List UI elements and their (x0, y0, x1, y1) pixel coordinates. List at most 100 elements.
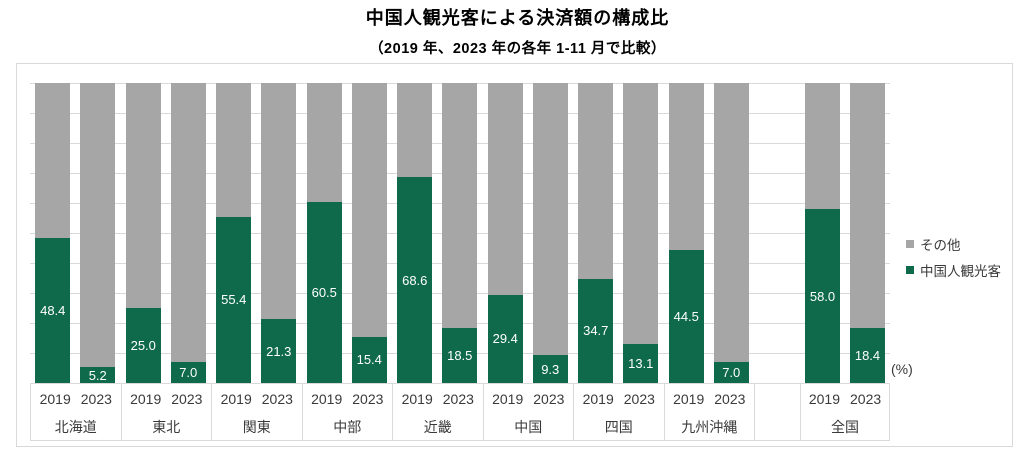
bar-segment-other (306, 83, 342, 202)
bar-segment-other (35, 83, 71, 238)
legend-swatch-other-icon (906, 240, 914, 248)
bar-group: 44.5 7.0 (664, 83, 755, 383)
bar-segment-other (805, 83, 840, 209)
axis-cell: 2019 2023 全国 (800, 384, 890, 441)
bar-value-label: 15.4 (356, 352, 382, 368)
year-label: 2023 (533, 391, 565, 407)
legend-item-china: 中国人観光客 (906, 257, 1001, 283)
bar-segment-china: 7.0 (170, 362, 206, 383)
stacked-bar-2023: 15.4 (351, 83, 387, 383)
bar-segment-china: 9.3 (532, 355, 568, 383)
axis-cell: 2019 2023 四国 (573, 384, 664, 441)
plot-area: 48.4 5.2 25.0 7.0 55.4 21.3 60.5 15.4 68.6 18.5 29… (30, 83, 890, 383)
year-label: 2019 (492, 391, 524, 407)
bar-segment-china: 60.5 (306, 201, 342, 383)
axis-gap-cell (754, 384, 800, 441)
bar-segment-other (216, 83, 252, 217)
region-label: 東北 (152, 419, 181, 435)
bar-group: 25.0 7.0 (121, 83, 212, 383)
stacked-bar-2023: 7.0 (170, 83, 206, 383)
stacked-bar-2019: 34.7 (578, 83, 614, 383)
stacked-bar-2019: 68.6 (397, 83, 433, 383)
bar-value-label: 29.4 (492, 331, 518, 347)
year-label: 2019 (39, 391, 71, 407)
stacked-bar-2023: 9.3 (532, 83, 568, 383)
bar-value-label: 7.0 (722, 365, 741, 380)
bar-value-label: 44.5 (673, 308, 699, 324)
year-label: 2019 (130, 391, 162, 407)
stacked-bar-2019: 29.4 (487, 83, 523, 383)
legend: その他 中国人観光客 (906, 231, 1001, 283)
bar-group: 29.4 9.3 (483, 83, 574, 383)
bar-value-label: 48.4 (40, 302, 66, 318)
year-label: 2019 (311, 391, 343, 407)
axis-cell: 2019 2023 近畿 (392, 384, 483, 441)
legend-label-china: 中国人観光客 (920, 264, 1001, 279)
stacked-bar-2023: 13.1 (623, 83, 659, 383)
axis-cell: 2019 2023 東北 (120, 384, 211, 441)
bar-segment-china: 55.4 (216, 216, 252, 383)
year-label: 2023 (442, 391, 474, 407)
bar-value-label: 13.1 (628, 355, 654, 371)
bar-segment-other (397, 83, 433, 178)
bar-segment-other (442, 83, 478, 328)
bar-segment-other (668, 83, 704, 250)
bar-segment-china: 44.5 (668, 249, 704, 383)
legend-item-other: その他 (906, 231, 1001, 257)
page-title: 中国人観光客による決済額の構成比 (365, 8, 670, 28)
bar-segment-other (170, 83, 206, 362)
bar-segment-china: 13.1 (623, 343, 659, 383)
stacked-bar-2023: 18.5 (442, 83, 478, 383)
bar-value-label: 34.7 (583, 323, 609, 339)
region-label: 近畿 (423, 419, 452, 435)
bar-segment-other (578, 83, 614, 279)
chart-subtitle: （2019 年、2023 年の各年 1-11 月で比較） (369, 41, 666, 57)
bar-segment-china: 15.4 (351, 336, 387, 383)
legend-label-other: その他 (920, 238, 961, 253)
stacked-bar-2019: 25.0 (125, 83, 161, 383)
stacked-bar-2019: 48.4 (35, 83, 71, 383)
bar-segment-china: 18.4 (850, 327, 885, 383)
bar-segment-china: 21.3 (261, 319, 297, 383)
bar-segment-other (850, 83, 885, 328)
stacked-bar-2019: 58.0 (805, 83, 840, 383)
unit-label: (%) (891, 361, 913, 377)
bar-segment-china: 58.0 (805, 209, 840, 383)
region-label: 九州沖縄 (681, 419, 738, 435)
bar-group: 55.4 21.3 (211, 83, 302, 383)
year-label: 2023 (352, 391, 384, 407)
stacked-bar-2019: 55.4 (216, 83, 252, 383)
year-label: 2023 (714, 391, 746, 407)
chart-area: 48.4 5.2 25.0 7.0 55.4 21.3 60.5 15.4 68.6 18.5 29… (16, 63, 1013, 447)
stacked-bar-2023: 21.3 (261, 83, 297, 383)
axis-cell: 2019 2023 中国 (482, 384, 573, 441)
bar-segment-other (713, 83, 749, 362)
year-label: 2023 (261, 391, 293, 407)
region-label: 全国 (831, 419, 859, 435)
bar-value-label: 9.3 (541, 361, 560, 377)
bar-group: 58.0 18.4 (800, 83, 890, 383)
bar-segment-china: 68.6 (397, 177, 433, 383)
year-label: 2023 (80, 391, 112, 407)
bar-value-label: 55.4 (221, 292, 247, 308)
stacked-bar-2019: 44.5 (668, 83, 704, 383)
region-label: 中部 (333, 419, 362, 435)
region-label: 四国 (604, 419, 633, 435)
plot-gap (754, 83, 800, 383)
bar-value-label: 18.4 (854, 347, 881, 363)
bar-segment-china: 48.4 (35, 237, 71, 383)
region-label: 中国 (514, 419, 543, 435)
bar-value-label: 58.0 (809, 288, 836, 304)
bar-value-label: 5.2 (88, 367, 107, 383)
bar-group: 68.6 18.5 (392, 83, 483, 383)
bar-value-label: 68.6 (402, 272, 428, 288)
axis-cell: 2019 2023 中部 (301, 384, 392, 441)
bar-segment-other (80, 83, 116, 368)
bar-segment-china: 7.0 (713, 362, 749, 383)
bar-segment-other (623, 83, 659, 344)
bar-segment-china: 29.4 (487, 294, 523, 383)
stacked-bar-2023: 5.2 (80, 83, 116, 383)
bar-segment-other (261, 83, 297, 320)
bar-group: 48.4 5.2 (30, 83, 121, 383)
